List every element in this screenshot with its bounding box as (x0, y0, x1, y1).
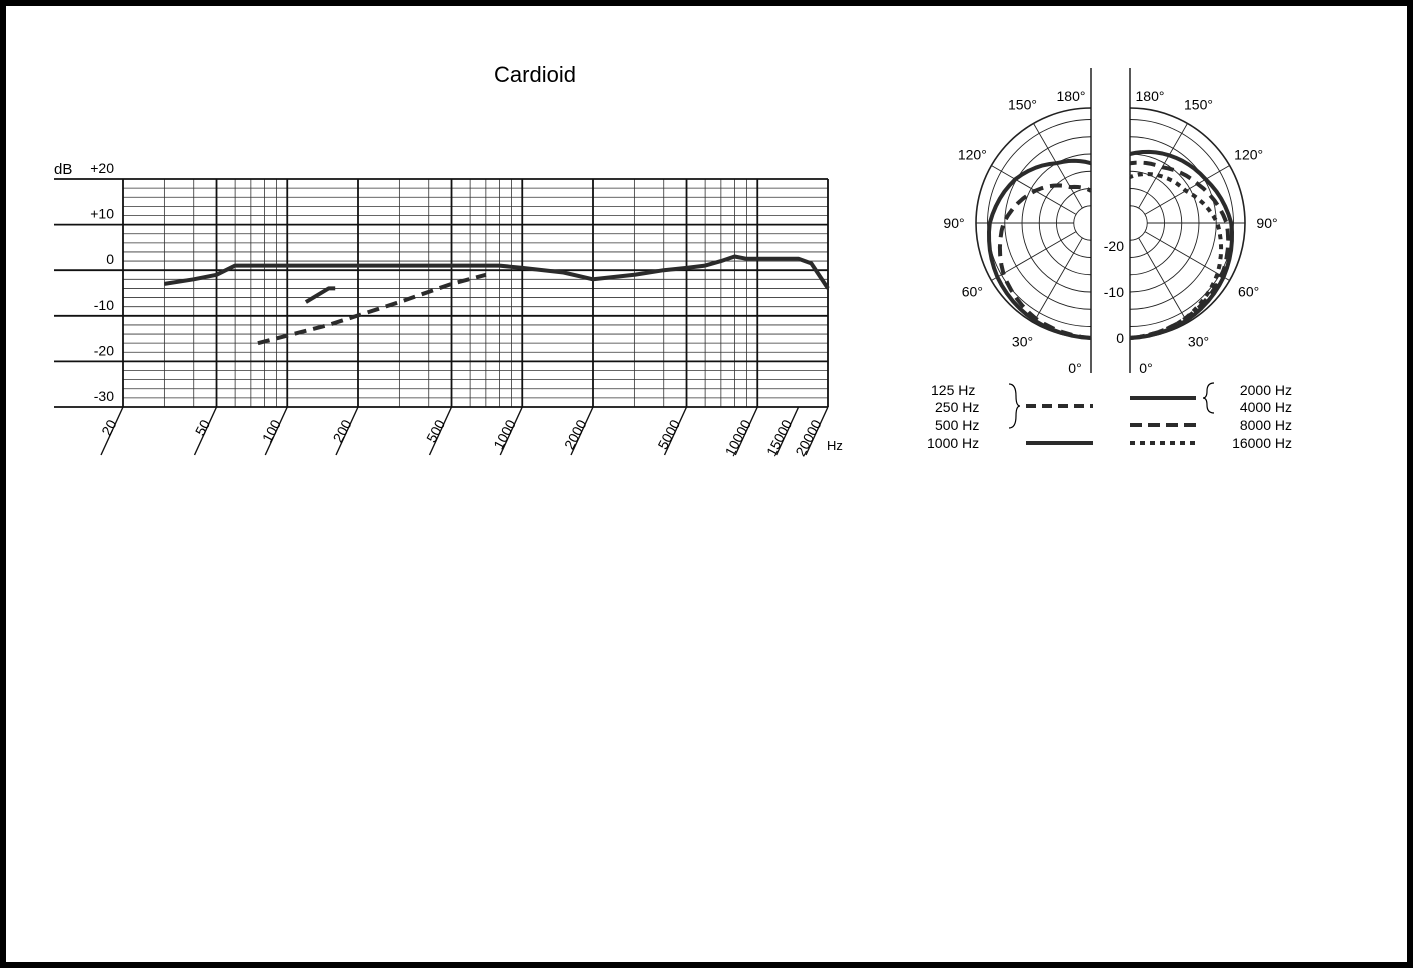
polar-angle-label: 0° (1068, 360, 1081, 376)
x-tick-mark (805, 406, 829, 456)
x-tick-label: 20 (98, 417, 120, 438)
polar-radius-label: 0 (1116, 330, 1124, 346)
polar-spoke (1144, 231, 1230, 281)
polar-left-half (975, 68, 1092, 373)
y-tick-label: -30 (94, 388, 114, 404)
polar-pattern-chart: 180° 150° 120° 90° 60° 30° 0° 180° 150° 120° 90° 60… (943, 68, 1278, 376)
polar-left-curve-1 (987, 158, 1092, 340)
polar-angle-labels: 180° 150° 120° 90° 60° 30° 0° 180° 150° 120° 90° 60… (943, 88, 1277, 376)
polar-radius-label: -10 (1104, 284, 1124, 300)
response-curve-2 (257, 272, 487, 346)
legend-label-2000: 2000 Hz (1240, 382, 1292, 398)
x-tick-mark (776, 406, 800, 456)
polar-radius-label: -20 (1104, 238, 1124, 254)
x-tick-mark (100, 406, 124, 456)
y-axis-label: dB (54, 161, 72, 178)
polar-right-curve-1 (1129, 149, 1234, 340)
y-tick-label: -10 (94, 297, 114, 313)
y-tick-labels: +20 +10 0 -10 -20 -30 (90, 160, 114, 404)
y-tick-label: 0 (106, 251, 114, 267)
x-tick-label: 10000 (721, 417, 754, 459)
x-tick-label: 20000 (792, 417, 825, 459)
response-curve-1 (164, 254, 830, 290)
x-tick-mark (499, 406, 523, 456)
legend-label-4000: 4000 Hz (1240, 399, 1292, 415)
legend-label-250: 250 Hz (935, 399, 979, 415)
chart-title: Cardioid (494, 62, 576, 87)
polar-right-half (1129, 68, 1246, 373)
response-curve-3 (304, 286, 336, 304)
legend-label-500: 500 Hz (935, 417, 979, 433)
x-tick-mark (193, 406, 218, 456)
polar-right-curve-2 (1129, 160, 1231, 340)
legend-label-8000: 8000 Hz (1240, 417, 1292, 433)
legend-label-16000: 16000 Hz (1232, 435, 1292, 451)
polar-angle-label: 150° (1184, 96, 1213, 112)
polar-angle-label: 60° (1238, 284, 1259, 300)
x-axis-label: Hz (827, 438, 843, 453)
x-tick-mark (570, 406, 594, 456)
x-tick-mark (734, 406, 758, 456)
polar-angle-label: 120° (958, 147, 987, 163)
x-tick-mark (428, 406, 453, 456)
polar-left-curve-2 (997, 183, 1092, 340)
polar-angle-label: 30° (1188, 334, 1209, 350)
polar-spoke (1033, 123, 1083, 209)
polar-spoke (1033, 237, 1083, 323)
x-tick-mark (264, 406, 288, 456)
frequency-response-chart: +20+100-10-20-30 20 50 100 200 500 1000 2000 50… (54, 160, 843, 459)
figure-canvas: Cardioid +20+100-10-20-30 20 50 100 200 500 1… (54, 62, 1292, 459)
x-tick-mark (335, 406, 359, 456)
polar-angle-label: 0° (1139, 360, 1152, 376)
polar-spoke (991, 231, 1077, 281)
x-tick-label: 50 (192, 417, 214, 438)
x-tick-label: 15000 (763, 417, 796, 459)
y-tick-label: +20 (90, 160, 114, 176)
polar-angle-label: 180° (1136, 88, 1165, 104)
polar-angle-label: 150° (1008, 96, 1037, 112)
polar-ring (1129, 205, 1148, 241)
y-tick-label: +10 (90, 206, 114, 222)
y-tick-label: -20 (94, 342, 114, 358)
polar-legend: 125 Hz 250 Hz 500 Hz 1000 Hz 2000 Hz 400… (927, 382, 1292, 451)
legend-brace-right (1202, 382, 1215, 414)
polar-ring (1073, 205, 1092, 241)
polar-angle-label: 30° (1012, 334, 1033, 350)
legend-brace-left (1008, 383, 1021, 429)
polar-angle-label: 180° (1057, 88, 1086, 104)
polar-angle-label: 60° (962, 284, 983, 300)
polar-spoke (1138, 237, 1188, 323)
grid-minor (122, 178, 829, 408)
response-curves (164, 254, 830, 346)
polar-angle-label: 120° (1234, 147, 1263, 163)
polar-angle-label: 90° (943, 215, 964, 231)
grid-major (54, 178, 829, 408)
polar-angle-label: 90° (1256, 215, 1277, 231)
legend-label-125: 125 Hz (931, 382, 975, 398)
polar-radius-labels: -20 -10 0 (1104, 238, 1124, 346)
x-tick-mark (663, 406, 688, 456)
legend-label-1000: 1000 Hz (927, 435, 979, 451)
